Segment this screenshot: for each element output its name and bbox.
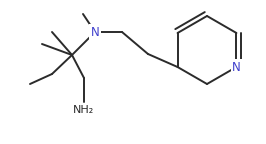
Text: N: N xyxy=(91,25,99,38)
Text: N: N xyxy=(232,60,241,73)
Text: NH₂: NH₂ xyxy=(73,105,95,115)
